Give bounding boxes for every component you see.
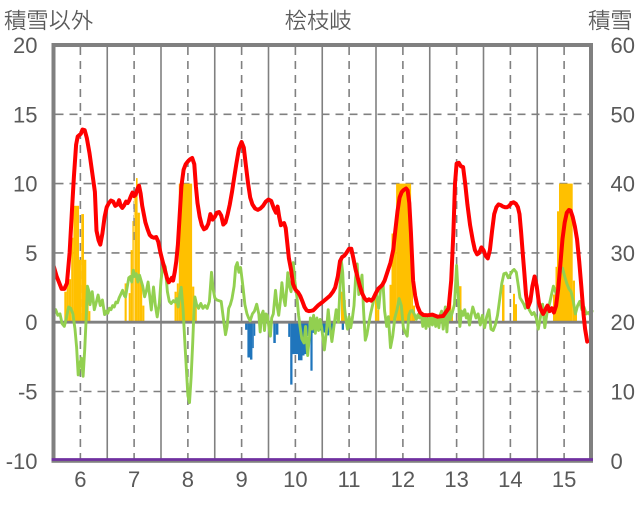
- svg-text:-5: -5: [18, 380, 38, 405]
- svg-text:20: 20: [13, 33, 37, 58]
- svg-text:7: 7: [128, 467, 140, 492]
- svg-text:14: 14: [498, 467, 522, 492]
- svg-text:9: 9: [235, 467, 247, 492]
- svg-text:10: 10: [283, 467, 307, 492]
- svg-text:60: 60: [611, 33, 635, 58]
- svg-text:5: 5: [25, 241, 37, 266]
- svg-text:11: 11: [338, 467, 361, 492]
- svg-text:8: 8: [182, 467, 194, 492]
- svg-text:-10: -10: [6, 449, 38, 474]
- svg-text:13: 13: [444, 467, 468, 492]
- svg-text:20: 20: [611, 310, 635, 335]
- svg-text:6: 6: [74, 467, 86, 492]
- svg-text:12: 12: [391, 467, 415, 492]
- svg-text:30: 30: [611, 241, 635, 266]
- svg-text:10: 10: [611, 380, 635, 405]
- svg-text:40: 40: [611, 172, 635, 197]
- svg-text:15: 15: [13, 102, 37, 127]
- svg-text:0: 0: [611, 449, 623, 474]
- svg-text:50: 50: [611, 102, 635, 127]
- svg-text:15: 15: [552, 467, 576, 492]
- svg-text:0: 0: [25, 310, 37, 335]
- svg-text:10: 10: [13, 172, 37, 197]
